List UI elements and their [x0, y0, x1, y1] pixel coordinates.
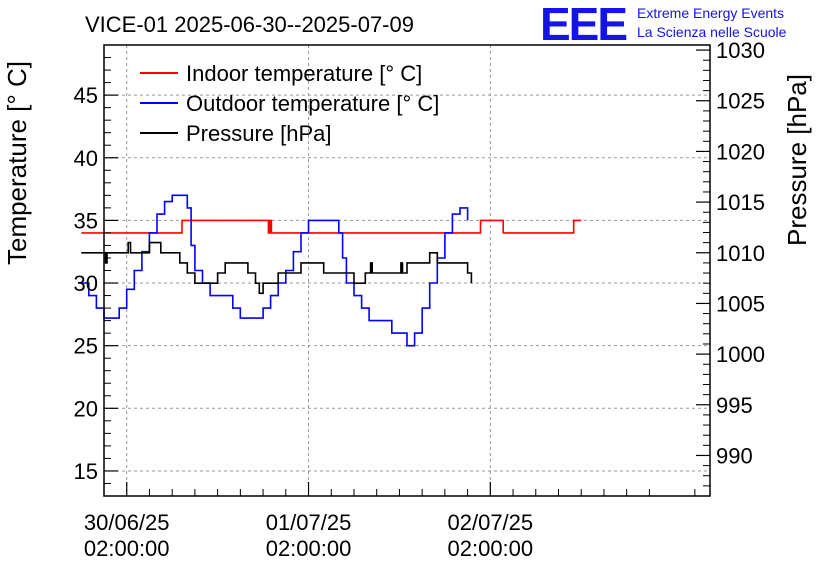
x-tick-label-date: 02/07/25 — [448, 510, 534, 535]
logo-line1: Extreme Energy Events — [637, 5, 784, 21]
legend-label-0: Indoor temperature [° C] — [186, 61, 422, 86]
grid — [104, 45, 710, 496]
y-right-tick-label: 1005 — [716, 291, 765, 316]
y-left-tick-label: 15 — [74, 459, 98, 484]
series-line-0 — [81, 219, 582, 234]
y-axis-left-title: Temperature [° C] — [2, 61, 32, 265]
x-tick-label-date: 01/07/25 — [266, 510, 352, 535]
y-left-tick-label: 20 — [74, 396, 98, 421]
y-right-tick-label: 990 — [716, 443, 753, 468]
x-tick-label-date: 30/06/25 — [84, 510, 170, 535]
y-left-tick-label: 40 — [74, 146, 98, 171]
y-right-tick-label: 1015 — [716, 190, 765, 215]
legend: Indoor temperature [° C] Outdoor temperat… — [140, 61, 439, 146]
series-layer — [81, 194, 582, 347]
eee-logo: EEE Extreme Energy Events La Scienza nel… — [540, 0, 787, 50]
legend-label-1: Outdoor temperature [° C] — [186, 91, 439, 116]
y-left-tick-label: 45 — [74, 83, 98, 108]
series-line-2 — [81, 241, 473, 295]
y-right-tick-label: 1020 — [716, 139, 765, 164]
y-axis-right-title: Pressure [hPa] — [782, 74, 812, 246]
y-right-tick-label: 1030 — [716, 38, 765, 63]
x-tick-label-time: 02:00:00 — [266, 536, 352, 561]
logo-letters: EEE — [540, 0, 626, 50]
y-right-tick-label: 1025 — [716, 89, 765, 114]
y-right-tick-label: 995 — [716, 393, 753, 418]
y-right-tick-label: 1010 — [716, 241, 765, 266]
y-left-tick-label: 30 — [74, 271, 98, 296]
legend-label-2: Pressure [hPa] — [186, 121, 332, 146]
axes: 15 20 25 30 35 40 45 990 995 1000 1005 1010 1015 1020… — [74, 38, 765, 561]
logo-line2: La Scienza nelle Scuole — [637, 24, 787, 40]
y-left-tick-label: 25 — [74, 334, 98, 359]
x-tick-label-time: 02:00:00 — [448, 536, 534, 561]
y-right-tick-label: 1000 — [716, 342, 765, 367]
chart-title: VICE-01 2025-06-30--2025-07-09 — [85, 12, 414, 37]
series-line-1 — [81, 194, 469, 347]
x-tick-label-time: 02:00:00 — [84, 536, 170, 561]
y-left-tick-label: 35 — [74, 208, 98, 233]
